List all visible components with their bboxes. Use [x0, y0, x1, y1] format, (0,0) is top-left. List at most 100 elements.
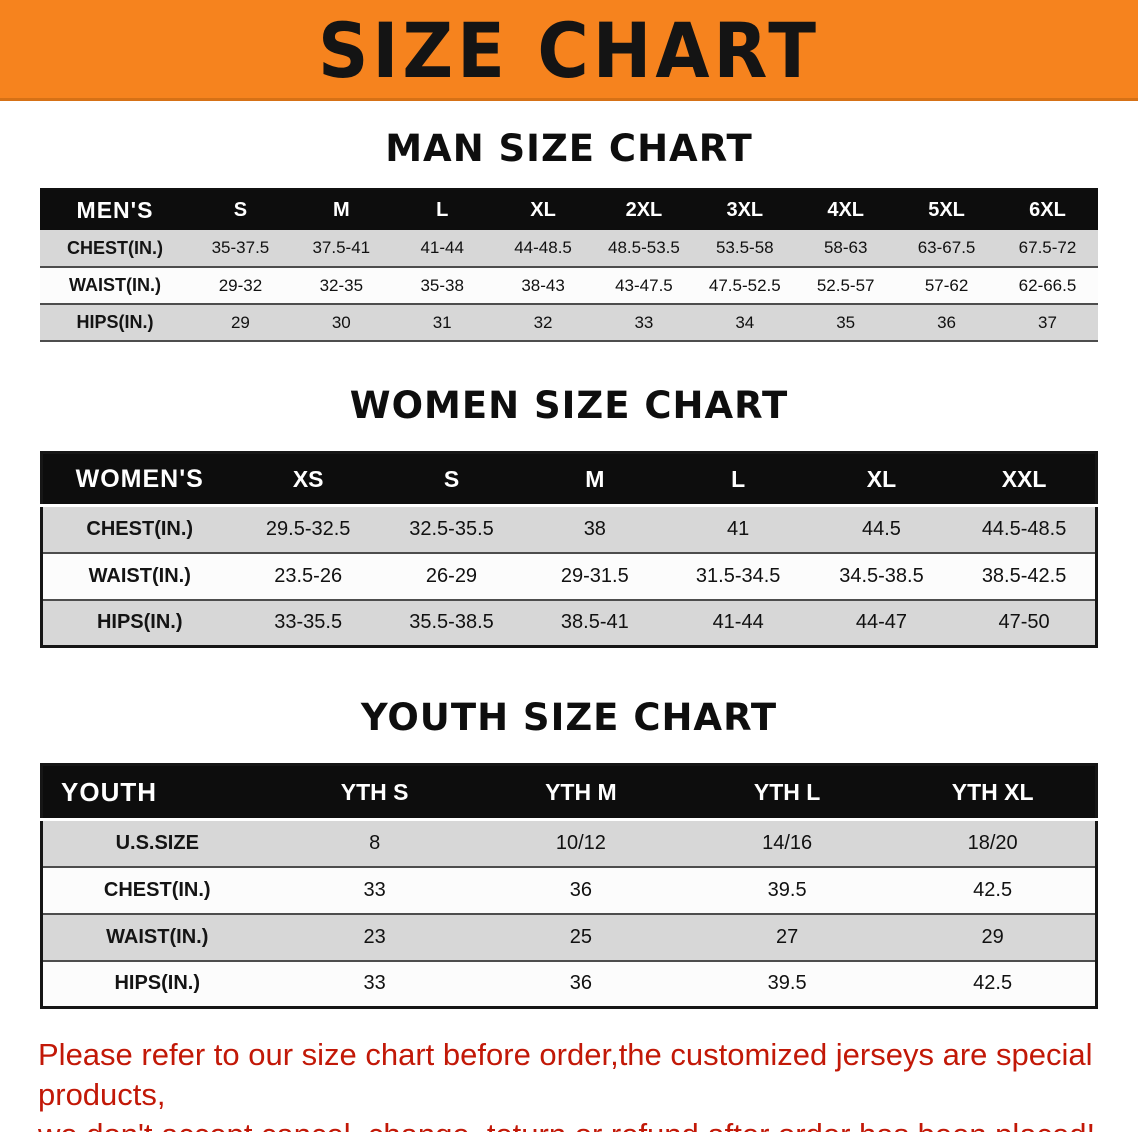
row-label: CHEST(IN.)	[41, 505, 237, 553]
size-value: 29-31.5	[523, 552, 667, 600]
size-value: 63-67.5	[896, 230, 997, 267]
table-row: WAIST(IN.) 23 25 27 29	[41, 913, 1097, 961]
column-header: 3XL	[694, 189, 796, 230]
section-women: WOMEN SIZE CHART WOMEN'S XS S M L XL XXL CHEST(I…	[0, 384, 1138, 648]
table-row: WAIST(IN.) 29-32 32-35 35-38 38-43 43-47.5 47.…	[40, 267, 1098, 304]
size-value: 23.5-26	[236, 552, 380, 600]
size-value: 42.5	[890, 866, 1097, 914]
size-value: 33-35.5	[236, 599, 380, 647]
column-header: S	[190, 189, 291, 230]
column-header: XS	[236, 452, 380, 507]
section-men: MAN SIZE CHART MEN'S S M L XL 2XL 3XL 4XL 5XL 6XL C…	[0, 127, 1138, 342]
women-corner-label: WOMEN'S	[41, 452, 237, 507]
column-header: L	[666, 452, 810, 507]
size-value: 31.5-34.5	[666, 552, 810, 600]
size-value: 33	[271, 960, 478, 1008]
size-value: 36	[477, 960, 684, 1008]
column-header: M	[290, 189, 392, 230]
size-value: 41	[666, 505, 810, 553]
size-value: 38.5-42.5	[953, 552, 1097, 600]
size-value: 47-50	[953, 599, 1097, 647]
footer-note-line-2: we don't accept cancel, change, teturn o…	[38, 1115, 1100, 1132]
size-value: 36	[477, 866, 684, 914]
table-row: HIPS(IN.) 33 36 39.5 42.5	[41, 960, 1097, 1008]
size-value: 39.5	[684, 866, 891, 914]
column-header: YTH M	[477, 764, 684, 821]
column-header: XXL	[953, 452, 1097, 507]
row-label: HIPS(IN.)	[40, 304, 190, 341]
size-value: 44.5	[809, 505, 954, 553]
column-header: YTH XL	[890, 764, 1097, 821]
table-row: HIPS(IN.) 29 30 31 32 33 34 35 36 37	[40, 304, 1098, 341]
size-value: 32-35	[290, 267, 392, 304]
women-size-chart-heading: WOMEN SIZE CHART	[349, 384, 789, 427]
row-label: U.S.SIZE	[41, 819, 272, 867]
size-value: 41-44	[391, 230, 493, 267]
size-value: 33	[593, 304, 695, 341]
row-label: WAIST(IN.)	[40, 267, 190, 304]
column-header: XL	[809, 452, 954, 507]
table-row: CHEST(IN.) 33 36 39.5 42.5	[41, 866, 1097, 914]
row-label: HIPS(IN.)	[41, 599, 237, 647]
size-value: 38-43	[492, 267, 594, 304]
size-value: 37.5-41	[290, 230, 392, 267]
size-value: 38	[523, 505, 667, 553]
men-corner-label: MEN'S	[40, 189, 190, 230]
size-value: 48.5-53.5	[593, 230, 695, 267]
table-row: CHEST(IN.) 35-37.5 37.5-41 41-44 44-48.5 48.5…	[40, 230, 1098, 267]
women-size-table: WOMEN'S XS S M L XL XXL CHEST(IN.) 29.5-32.5 32.5…	[40, 451, 1098, 648]
size-value: 37	[997, 304, 1098, 341]
column-header: 4XL	[795, 189, 897, 230]
size-value: 31	[391, 304, 493, 341]
size-value: 23	[271, 913, 478, 961]
table-row: WAIST(IN.) 23.5-26 26-29 29-31.5 31.5-34.5 34…	[41, 552, 1097, 600]
size-value: 30	[290, 304, 392, 341]
size-value: 25	[477, 913, 684, 961]
size-value: 35-38	[391, 267, 493, 304]
men-size-table: MEN'S S M L XL 2XL 3XL 4XL 5XL 6XL CHEST(IN.) 35-37…	[40, 188, 1098, 342]
size-value: 36	[896, 304, 997, 341]
size-value: 32	[492, 304, 594, 341]
table-row: U.S.SIZE 8 10/12 14/16 18/20	[41, 819, 1097, 867]
section-youth: YOUTH SIZE CHART YOUTH YTH S YTH M YTH L YTH …	[0, 696, 1138, 1009]
size-value: 47.5-52.5	[694, 267, 796, 304]
size-value: 39.5	[684, 960, 891, 1008]
size-value: 35	[795, 304, 897, 341]
table-row: HIPS(IN.) 33-35.5 35.5-38.5 38.5-41 41-44 44-…	[41, 599, 1097, 647]
size-value: 29-32	[190, 267, 291, 304]
column-header: XL	[492, 189, 594, 230]
column-header: 2XL	[593, 189, 695, 230]
header-row: WOMEN'S XS S M L XL XXL	[41, 452, 1097, 507]
size-value: 38.5-41	[523, 599, 667, 647]
size-value: 33	[271, 866, 478, 914]
size-value: 62-66.5	[997, 267, 1098, 304]
size-value: 53.5-58	[694, 230, 796, 267]
size-value: 35.5-38.5	[379, 599, 524, 647]
size-value: 14/16	[684, 819, 891, 867]
size-value: 44-47	[809, 599, 954, 647]
column-header: 5XL	[896, 189, 997, 230]
size-value: 27	[684, 913, 891, 961]
size-value: 41-44	[666, 599, 810, 647]
column-header: YTH L	[684, 764, 891, 821]
row-label: CHEST(IN.)	[41, 866, 272, 914]
youth-size-chart-heading: YOUTH SIZE CHART	[360, 696, 778, 739]
row-label: HIPS(IN.)	[41, 960, 272, 1008]
header-row: YOUTH YTH S YTH M YTH L YTH XL	[41, 764, 1097, 821]
row-label: CHEST(IN.)	[40, 230, 190, 267]
size-value: 34	[694, 304, 796, 341]
size-value: 26-29	[379, 552, 524, 600]
column-header: 6XL	[997, 189, 1098, 230]
size-value: 29.5-32.5	[236, 505, 380, 553]
row-label: WAIST(IN.)	[41, 552, 237, 600]
banner-title: SIZE CHART	[317, 6, 821, 95]
size-value: 58-63	[795, 230, 897, 267]
size-value: 32.5-35.5	[379, 505, 524, 553]
size-value: 10/12	[477, 819, 684, 867]
column-header: L	[391, 189, 493, 230]
table-row: CHEST(IN.) 29.5-32.5 32.5-35.5 38 41 44.5 44.5…	[41, 505, 1097, 553]
footer-note-line-1: Please refer to our size chart before or…	[38, 1037, 1093, 1112]
column-header: S	[379, 452, 524, 507]
youth-size-table: YOUTH YTH S YTH M YTH L YTH XL U.S.SIZE 8 10/12…	[40, 763, 1098, 1009]
